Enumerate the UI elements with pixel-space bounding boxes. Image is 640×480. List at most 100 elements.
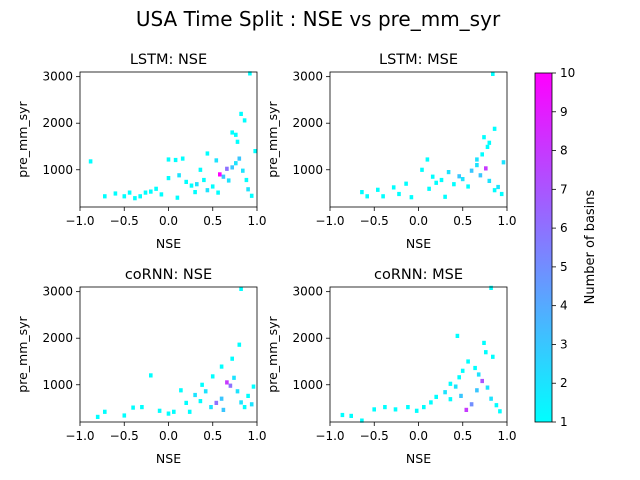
heatmap-cell xyxy=(184,179,188,184)
x-tick-label: −1.0 xyxy=(315,214,344,228)
heatmap-cell xyxy=(149,373,153,378)
heatmap-cell xyxy=(225,380,229,385)
heatmap-cell xyxy=(122,194,127,199)
heatmap-cell xyxy=(221,407,226,412)
heatmap-cell xyxy=(173,157,178,163)
heatmap-cell xyxy=(475,157,479,162)
heatmap-cell xyxy=(210,184,215,189)
heatmap-cell xyxy=(397,191,401,197)
x-tick-label: 0.5 xyxy=(203,429,222,443)
heatmap-cell xyxy=(484,350,488,355)
heatmap-cell xyxy=(214,158,219,163)
heatmap-cell xyxy=(242,405,247,410)
colorbar-tick-label: 1 xyxy=(560,415,568,429)
heatmap-cell xyxy=(244,177,249,183)
heatmap-cell xyxy=(219,364,224,369)
x-tick-label: 1.0 xyxy=(497,429,516,443)
heatmap-cell xyxy=(487,178,492,183)
heatmap-cell xyxy=(239,286,243,291)
x-tick-label: 0.5 xyxy=(453,429,472,443)
heatmap-cell xyxy=(480,378,484,384)
heatmap-cell xyxy=(434,394,438,399)
heatmap-cell xyxy=(249,402,254,407)
heatmap-cell xyxy=(179,388,183,393)
heatmap-cell xyxy=(448,381,453,386)
heatmap-cell xyxy=(138,194,142,199)
heatmap-cell xyxy=(234,161,238,166)
heatmap-cell xyxy=(226,178,231,183)
heatmap-cell xyxy=(443,390,447,395)
heatmap-cell xyxy=(381,194,385,199)
heatmap-cell xyxy=(499,191,504,197)
heatmap-cell xyxy=(159,192,164,197)
heatmap-cell xyxy=(189,183,194,188)
heatmap-cell xyxy=(475,163,479,168)
heatmap-cell xyxy=(143,190,148,195)
heatmap-cell xyxy=(425,157,430,162)
heatmap-cell xyxy=(239,400,243,405)
heatmap-cell xyxy=(216,190,220,195)
heatmap-cell xyxy=(235,389,240,394)
heatmap-cell xyxy=(154,186,158,191)
heatmap-cell xyxy=(430,174,435,179)
x-tick-label: 0.0 xyxy=(159,429,178,443)
heatmap-cell xyxy=(198,399,203,404)
subplot-title: coRNN: NSE xyxy=(125,267,212,283)
heatmap-cell xyxy=(453,384,458,389)
heatmap-cell xyxy=(422,405,426,410)
heatmap-cell xyxy=(131,405,135,410)
axes-frame xyxy=(79,71,258,208)
axes-frame xyxy=(329,71,508,208)
y-tick-label: 1000 xyxy=(292,378,323,392)
heatmap-cell xyxy=(492,126,497,131)
heatmap-cell xyxy=(203,389,208,394)
heatmap-cell xyxy=(501,160,506,165)
heatmap-cell xyxy=(246,187,250,192)
heatmap-cell xyxy=(455,333,460,338)
figure-title: USA Time Split : NSE vs pre_mm_syr xyxy=(136,7,501,31)
colorbar-tick-label: 4 xyxy=(560,299,568,313)
heatmap-cell xyxy=(232,375,236,380)
heatmap-cell xyxy=(457,174,461,179)
heatmap-cell xyxy=(480,152,484,157)
heatmap-cell xyxy=(248,71,252,76)
heatmap-cell xyxy=(205,188,210,193)
heatmap-cell xyxy=(460,177,465,182)
heatmap-cells xyxy=(360,71,506,200)
x-tick-label: 1.0 xyxy=(497,214,516,228)
x-axis-label: NSE xyxy=(406,236,431,251)
heatmap-cells xyxy=(340,285,502,423)
y-axis-label: pre_mm_syr xyxy=(15,315,30,392)
y-tick-label: 1000 xyxy=(292,163,323,177)
colorbar-tick-label: 2 xyxy=(560,376,568,390)
heatmap-cell xyxy=(235,139,240,144)
heatmap-cell xyxy=(365,194,369,199)
heatmap-cell xyxy=(439,177,444,183)
heatmap-cell xyxy=(230,165,234,170)
heatmap-cell xyxy=(469,402,474,407)
colorbar-gradient xyxy=(534,72,553,423)
subplot-title: LSTM: MSE xyxy=(379,52,458,68)
heatmap-cell xyxy=(103,409,107,414)
y-tick-label: 2000 xyxy=(292,116,323,130)
heatmap-cell xyxy=(205,151,210,156)
heatmap-cell xyxy=(251,384,256,389)
heatmap-cell xyxy=(219,396,224,401)
heatmap-cell xyxy=(457,375,461,380)
heatmap-cell xyxy=(103,194,107,199)
heatmap-cell xyxy=(177,173,181,178)
heatmap-cell xyxy=(376,187,380,192)
y-axis-label: pre_mm_syr xyxy=(265,100,280,177)
x-tick-label: −1.0 xyxy=(65,429,94,443)
heatmap-cell xyxy=(133,196,137,201)
heatmap-cell xyxy=(360,190,364,195)
colorbar: 1 2 3 4 5 6 7 8 9 10 Number of basins xyxy=(534,66,598,429)
heatmap-cell xyxy=(475,388,479,393)
heatmap-cell xyxy=(140,405,144,410)
heatmap-cell xyxy=(360,418,364,423)
colorbar-tick-label: 3 xyxy=(560,337,568,351)
heatmap-cell xyxy=(200,382,204,387)
heatmap-cell xyxy=(198,167,203,172)
heatmap-cell xyxy=(193,392,197,398)
